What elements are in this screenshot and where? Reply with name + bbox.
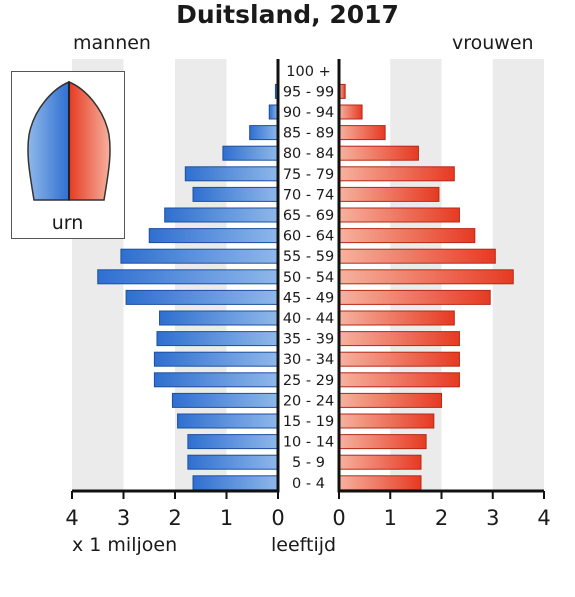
age-group-label: 25 - 29 [283,373,334,389]
age-group-label: 35 - 39 [283,332,334,348]
women-bar [338,392,442,408]
men-bar [153,351,279,367]
men-bar [192,186,279,202]
age-group-label: 45 - 49 [283,290,334,306]
age-group-label: 30 - 34 [283,352,334,368]
women-label: vrouwen [452,32,534,54]
women-bar [338,413,435,429]
x-tick-label: 3 [486,506,499,530]
women-bar [338,310,455,326]
men-bar [97,269,279,285]
men-bar [153,372,279,388]
men-label: mannen [73,32,151,54]
age-group-label: 20 - 24 [283,393,334,409]
pyramid-shape-legend: urn [11,71,125,239]
age-axis-title: leeftijd [271,534,337,556]
men-bar [177,413,279,429]
age-group-label: 55 - 59 [283,249,334,265]
women-bar [338,434,427,450]
men-bar [187,434,279,450]
age-group-label: 65 - 69 [283,208,334,224]
women-bar [338,269,514,285]
men-bar [159,310,279,326]
age-group-label: 40 - 44 [283,311,334,327]
age-group-label: 90 - 94 [283,105,334,121]
women-bar [338,125,386,141]
women-bar [338,104,363,120]
men-bar [184,166,279,182]
women-bar [338,248,496,264]
chart-title: Duitsland, 2017 [176,0,399,29]
x-tick-label: 4 [537,506,550,530]
x-tick-label: 0 [332,506,345,530]
age-group-label: 5 - 9 [292,455,325,471]
women-bar [338,331,460,347]
x-tick-label: 2 [435,506,448,530]
age-group-label: 85 - 89 [283,126,334,142]
age-group-label: 100 + [286,64,330,80]
age-group-label: 60 - 64 [283,229,334,245]
men-bar [187,454,279,470]
x-tick-label: 4 [65,506,78,530]
women-bar [338,351,460,367]
age-group-label: 50 - 54 [283,270,334,286]
women-bar [338,186,440,202]
women-bar [338,145,419,161]
men-bar [148,228,279,244]
women-bar [338,289,491,305]
women-bar [338,207,460,223]
men-bar [120,248,279,264]
age-group-label: 10 - 14 [283,435,334,451]
x-tick-label: 1 [220,506,233,530]
x-tick-label: 3 [117,506,130,530]
legend-label: urn [51,212,84,234]
women-bar [338,372,460,388]
men-bar [125,289,279,305]
men-bar [171,392,279,408]
x-tick-label: 1 [384,506,397,530]
men-bar [192,475,279,491]
women-bar [338,228,476,244]
x-axis-unit-label: x 1 miljoen [72,534,178,556]
urn-shape-icon [27,80,111,201]
age-group-label: 0 - 4 [292,476,325,492]
men-bar [156,331,279,347]
x-tick-label: 0 [271,506,284,530]
age-group-label: 70 - 74 [283,187,334,203]
x-tick-label: 2 [168,506,181,530]
age-group-label: 75 - 79 [283,167,334,183]
men-bar [222,145,279,161]
women-bar [338,166,455,182]
age-group-label: 15 - 19 [283,414,334,430]
women-bar [338,454,422,470]
age-group-label: 80 - 84 [283,146,334,162]
women-bar [338,475,422,491]
men-bar [164,207,279,223]
age-group-label: 95 - 99 [283,84,334,100]
men-bar [249,125,279,141]
